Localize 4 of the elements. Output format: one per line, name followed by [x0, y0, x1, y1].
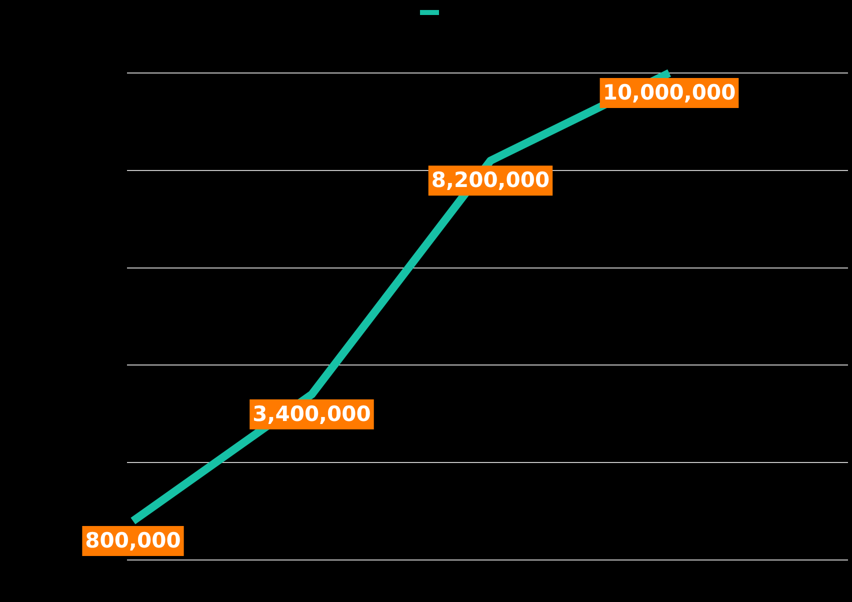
data-label: 8,200,000 [431, 168, 550, 192]
data-label: 3,400,000 [252, 402, 371, 426]
data-label: 800,000 [85, 528, 181, 552]
data-label: 10,000,000 [602, 80, 736, 104]
